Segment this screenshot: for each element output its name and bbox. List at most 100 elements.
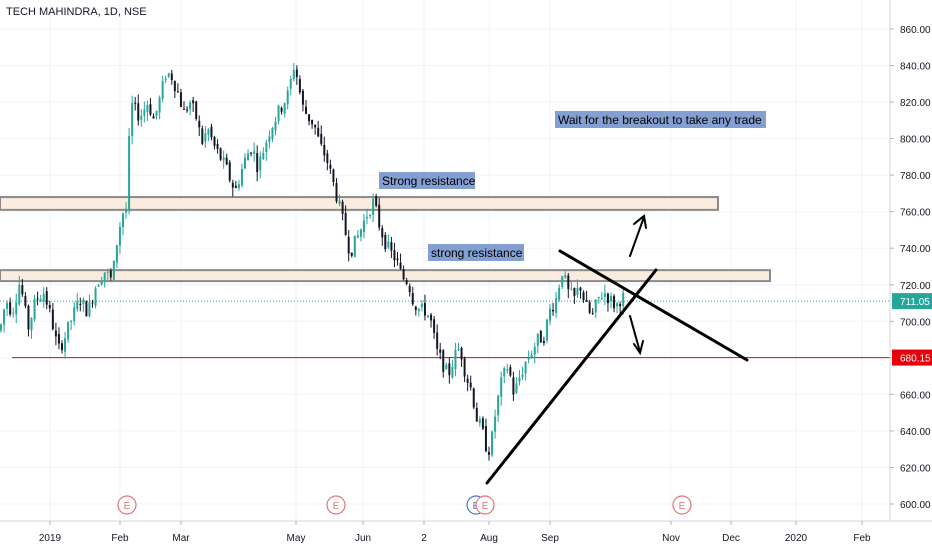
candle-body <box>387 241 390 248</box>
candle-body <box>500 377 503 397</box>
candle-body <box>344 213 347 235</box>
candle-body <box>192 100 195 104</box>
candle-body <box>524 361 527 374</box>
candle-body <box>488 451 490 455</box>
candle-body <box>247 153 250 161</box>
breakout-arrow-up <box>629 216 645 257</box>
candle-body <box>6 303 9 309</box>
candle-body <box>436 332 439 349</box>
candle-body <box>347 236 350 254</box>
candle-body <box>341 201 344 214</box>
last-price-tag: 711.05 <box>900 297 930 308</box>
candle-body <box>414 306 417 311</box>
y-axis: 600.00620.00640.00660.00680.00700.00720.… <box>889 0 932 521</box>
candle-body <box>94 288 97 306</box>
candle-body <box>0 324 2 331</box>
candle-body <box>234 185 237 188</box>
candle-body <box>366 216 368 219</box>
candle-body <box>381 228 384 238</box>
candle-body <box>280 107 283 112</box>
candle-body <box>146 105 149 113</box>
candle-body <box>48 305 51 309</box>
support-level-tag: 680.15 <box>900 354 931 365</box>
candle-body <box>503 368 506 377</box>
candle-body <box>91 302 94 304</box>
support-level-tag-bg <box>892 349 932 366</box>
x-tick-label: 2020 <box>785 533 808 544</box>
candle-body <box>619 303 622 307</box>
candle-body <box>195 101 198 119</box>
candle-body <box>88 302 91 317</box>
grid <box>0 0 890 521</box>
candle-body <box>64 338 67 352</box>
candle-body <box>244 157 246 169</box>
candle-body <box>219 148 222 160</box>
candle-body <box>317 127 320 137</box>
candle-body <box>106 271 109 273</box>
candle-body <box>573 287 576 296</box>
candle-body <box>329 164 332 169</box>
candle-body <box>134 102 137 104</box>
candle-body <box>356 235 359 238</box>
candle-body <box>420 303 423 307</box>
candle-body <box>140 115 143 120</box>
candle-body <box>143 109 146 116</box>
candle-body <box>128 135 131 211</box>
y-tick-label: 640.00 <box>900 427 931 438</box>
candle-body <box>427 315 429 317</box>
candle-body <box>137 103 140 121</box>
candle-body <box>21 285 24 295</box>
candle-body <box>27 305 30 330</box>
candle-body <box>353 235 356 258</box>
candle-body <box>564 275 567 278</box>
candle-body <box>542 340 545 343</box>
candle-body <box>396 258 399 261</box>
earnings-marker <box>117 495 137 515</box>
y-tick-label: 780.00 <box>900 171 931 182</box>
earnings-marker-label: E <box>679 501 686 512</box>
y-tick-label: 740.00 <box>900 244 931 255</box>
resistance-zone-lower <box>0 269 771 283</box>
candle-body <box>478 419 481 424</box>
label-strong-resistance-lower: strong resistance <box>431 246 523 260</box>
candle-body <box>274 121 277 131</box>
candle-body <box>112 260 115 280</box>
last-price-tag-bg <box>892 293 932 310</box>
label-strong-resistance-upper-bg <box>379 172 475 189</box>
candle-body <box>277 105 280 122</box>
note-breakout: Wait for the breakout to take any trade <box>558 113 762 127</box>
trendlines <box>485 214 749 485</box>
candle-body <box>469 382 472 388</box>
candle-body <box>301 90 304 105</box>
candle-body <box>472 388 475 408</box>
earnings-marker <box>672 495 692 515</box>
candle-body <box>497 395 500 416</box>
candle-body <box>155 110 158 116</box>
earnings-marker-label: E <box>124 501 131 512</box>
label-strong-resistance-lower-bg <box>428 244 524 261</box>
candle-body <box>39 299 42 302</box>
earnings-marker <box>326 495 346 515</box>
candle-body <box>292 70 295 80</box>
candle-body <box>115 245 118 263</box>
candle-body <box>33 299 36 320</box>
candle-body <box>439 349 442 353</box>
resistance-zones <box>0 196 771 283</box>
earnings-marker-label: E <box>333 501 340 512</box>
chart-title: TECH MAHINDRA, 1D, NSE <box>6 6 147 18</box>
y-tick-label: 600.00 <box>900 500 931 511</box>
candle-body <box>286 90 289 105</box>
candle-body <box>201 128 204 144</box>
candle-body <box>359 229 362 237</box>
y-tick-label: 800.00 <box>900 135 931 146</box>
y-tick-label: 700.00 <box>900 317 931 328</box>
candle-body <box>100 280 103 285</box>
arrowhead-up <box>633 214 647 229</box>
candle-body <box>442 350 445 372</box>
candle-body <box>576 287 579 295</box>
candle-body <box>170 73 173 81</box>
y-tick-label: 840.00 <box>900 62 931 73</box>
candle-body <box>85 301 88 317</box>
candle-body <box>350 252 353 256</box>
